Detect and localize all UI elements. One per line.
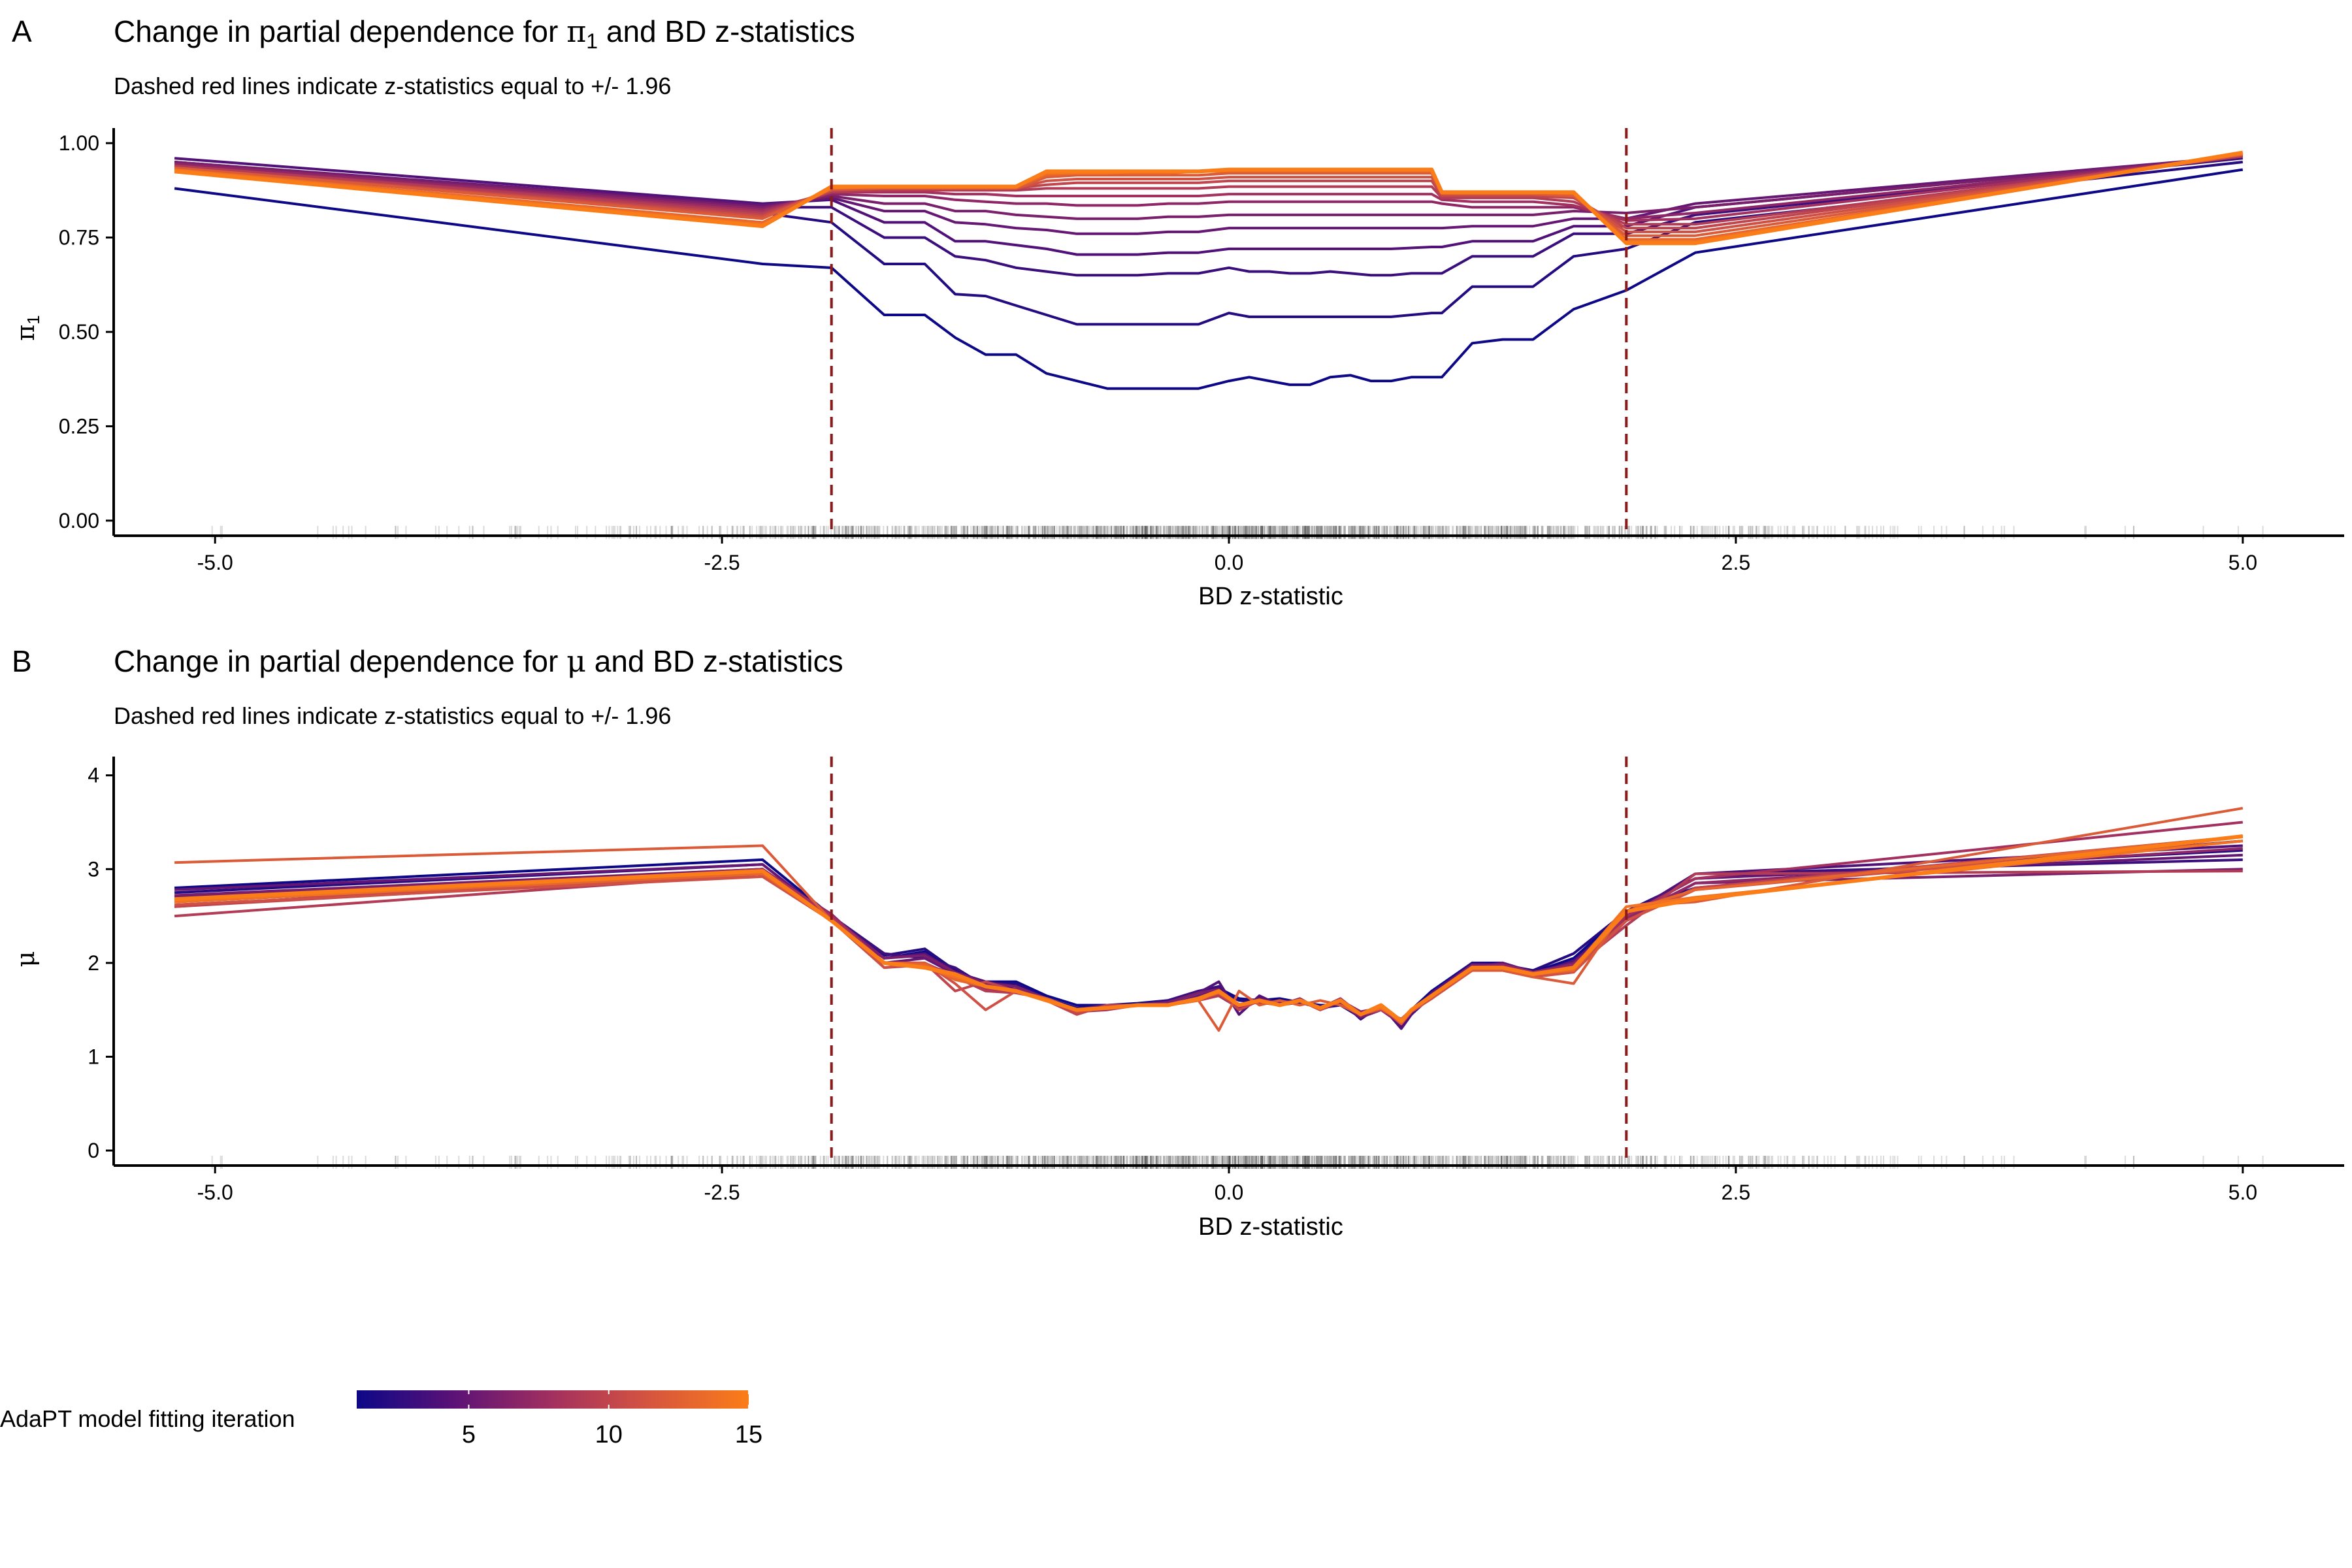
panel-b-rug — [211, 1156, 2264, 1169]
series-line-iteration-11 — [174, 153, 2244, 233]
panel-b: B Change in partial dependence for μ and… — [11, 644, 2344, 1241]
panel-b-title: Change in partial dependence for μ and B… — [114, 644, 843, 679]
y-tick-label: 0.00 — [59, 509, 99, 532]
y-tick-label: 1 — [88, 1045, 99, 1068]
panel-b-plot-area: 0 1 2 3 4 -5.0 -2.5 0.0 2.5 5.0 — [88, 757, 2344, 1204]
panel-b-x-axis-label: BD z-statistic — [1198, 1213, 1343, 1241]
series-line-iteration-6 — [174, 868, 2243, 1026]
series-line-iteration-2 — [174, 161, 2244, 326]
series-line-iteration-8 — [174, 155, 2244, 222]
panel-a-plot-area: 0.00 0.25 0.50 0.75 1.00 -5.0 -2.5 0.0 2.5 5.0 — [59, 128, 2344, 574]
legend-title: AdaPT model fitting iteration — [0, 1405, 295, 1432]
x-tick-label: -2.5 — [704, 551, 740, 574]
series-line-iteration-1 — [174, 168, 2244, 390]
x-tick-label: -2.5 — [704, 1181, 740, 1204]
y-tick-label: 0.25 — [59, 414, 99, 438]
x-tick-label: 2.5 — [1722, 551, 1750, 574]
series-line-iteration-3 — [174, 157, 2244, 277]
y-tick-label: 3 — [88, 857, 99, 881]
panel-b-tag: B — [12, 644, 32, 678]
x-tick-label: -5.0 — [197, 551, 233, 574]
series-line-iteration-15 — [174, 834, 2244, 1023]
x-tick-label: -5.0 — [197, 1181, 233, 1204]
panel-a-subtitle: Dashed red lines indicate z-statistics e… — [114, 73, 671, 99]
series-line-iteration-7 — [174, 155, 2244, 220]
y-tick-label: 0.75 — [59, 226, 99, 250]
legend-colorbar — [357, 1390, 749, 1409]
y-tick-label: 4 — [88, 764, 99, 787]
panel-b-y-axis-label: μ — [11, 951, 40, 968]
panel-a-y-axis-label: π1 — [11, 315, 43, 340]
y-tick-label: 0 — [88, 1139, 99, 1162]
x-tick-label: 0.0 — [1215, 551, 1243, 574]
y-tick-label: 2 — [88, 951, 99, 975]
legend-ticks: 5 10 15 — [462, 1390, 762, 1448]
panel-b-subtitle: Dashed red lines indicate z-statistics e… — [114, 702, 671, 729]
y-tick-label: 0.50 — [59, 320, 99, 344]
legend-tick-label: 10 — [595, 1421, 623, 1448]
panel-a: A Change in partial dependence for π1 an… — [11, 14, 2344, 610]
series-line-iteration-4 — [174, 155, 2243, 256]
panel-a-title: Change in partial dependence for π1 and … — [114, 14, 855, 53]
color-legend: AdaPT model fitting iteration 5 10 15 — [0, 1390, 762, 1448]
series-line-iteration-6 — [174, 155, 2243, 220]
x-tick-label: 5.0 — [2229, 1181, 2257, 1204]
x-tick-label: 2.5 — [1722, 1181, 1750, 1204]
series-line-iteration-9 — [174, 870, 2243, 1022]
y-tick-label: 1.00 — [59, 131, 99, 155]
x-tick-label: 5.0 — [2229, 551, 2257, 574]
series-line-iteration-5 — [174, 155, 2243, 235]
x-tick-label: 0.0 — [1215, 1181, 1243, 1204]
series-line-iteration-9 — [174, 155, 2244, 226]
panel-a-x-axis-label: BD z-statistic — [1198, 583, 1343, 610]
panel-a-tag: A — [12, 14, 32, 48]
series-line-iteration-15 — [174, 150, 2244, 246]
legend-tick-label: 5 — [462, 1421, 476, 1448]
legend-tick-label: 15 — [735, 1421, 762, 1448]
